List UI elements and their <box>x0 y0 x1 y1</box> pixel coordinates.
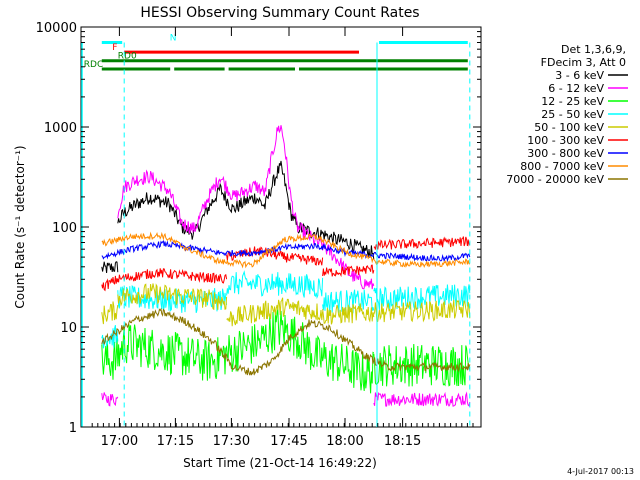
state-bar-label-rdc: RDC <box>84 60 103 70</box>
series-line-0-seg-0 <box>101 261 119 273</box>
series-line-4-seg-3 <box>322 303 375 325</box>
x-tick-label: 18:00 <box>326 434 363 449</box>
legend-entry-label: 50 - 100 keV <box>534 121 604 134</box>
legend-header-line: FDecim 3, Att 0 <box>541 56 626 69</box>
series-line-5-seg-3 <box>322 264 375 278</box>
x-tick-label: 18:15 <box>384 434 421 449</box>
legend-entry-label: 12 - 25 keV <box>541 95 604 108</box>
series-line-3-seg-2 <box>226 270 324 300</box>
series-line-2-seg-0 <box>101 337 119 380</box>
chart-title: HESSI Observing Summary Count Rates <box>140 5 419 21</box>
series-line-4-seg-1 <box>117 283 228 311</box>
legend-entry-label: 7000 - 20000 keV <box>506 173 604 186</box>
date-stamp: 4-Jul-2017 00:13 <box>567 467 634 476</box>
series-line-5-seg-2 <box>226 246 324 266</box>
series-line-5-seg-0 <box>101 275 119 292</box>
series-group <box>101 125 471 407</box>
axes-group: 1 10 100 1000 10000 17:00 17:15 17:30 17:45 18:00… <box>36 21 481 449</box>
series-line-4-seg-2 <box>226 297 324 327</box>
y-tick-label: 10 <box>60 321 77 336</box>
x-tick-label: 17:00 <box>101 434 138 449</box>
series-line-8-seg-0 <box>101 307 471 376</box>
series-line-4-seg-4 <box>373 299 471 324</box>
series-line-6-seg-0 <box>101 239 471 263</box>
series-line-2-seg-2 <box>373 343 471 387</box>
legend-header-line: Det 1,3,6,9, <box>561 43 626 56</box>
legend-entry-label: 6 - 12 keV <box>548 82 604 95</box>
series-line-5-seg-1 <box>117 268 228 284</box>
series-line-0-seg-1 <box>117 160 375 260</box>
series-line-2-seg-1 <box>117 308 375 394</box>
legend-entry-label: 3 - 6 keV <box>555 69 604 82</box>
x-tick-label: 17:15 <box>157 434 194 449</box>
series-line-7-seg-0 <box>101 231 471 269</box>
series-line-1-seg-0 <box>101 392 119 407</box>
x-tick-label: 17:30 <box>213 434 250 449</box>
legend-entry-label: 800 - 7000 keV <box>520 160 604 173</box>
series-line-4-seg-0 <box>101 301 119 325</box>
x-axis-label: Start Time (21-Oct-14 16:49:22) <box>183 456 377 470</box>
y-tick-label: 1 <box>69 421 77 436</box>
legend-entry-label: 25 - 50 keV <box>541 108 604 121</box>
y-tick-label: 100 <box>52 221 77 236</box>
y-tick-label: 1000 <box>44 121 77 136</box>
legend-entry-label: 100 - 300 keV <box>527 134 604 147</box>
series-line-1-seg-1 <box>117 125 375 290</box>
state-bar-label-rd0: RD0 <box>118 52 137 62</box>
legend-entry-label: 300 - 800 keV <box>527 147 604 160</box>
y-axis-label: Count Rate (s⁻¹ detector⁻¹) <box>13 145 27 308</box>
series-line-1-seg-2 <box>373 391 471 407</box>
series-line-5-seg-4 <box>373 236 471 250</box>
x-tick-label: 17:45 <box>270 434 307 449</box>
state-bar-label-f: F <box>112 43 117 53</box>
y-tick-label: 10000 <box>36 21 77 36</box>
state-bar-label-n: N <box>170 33 177 43</box>
